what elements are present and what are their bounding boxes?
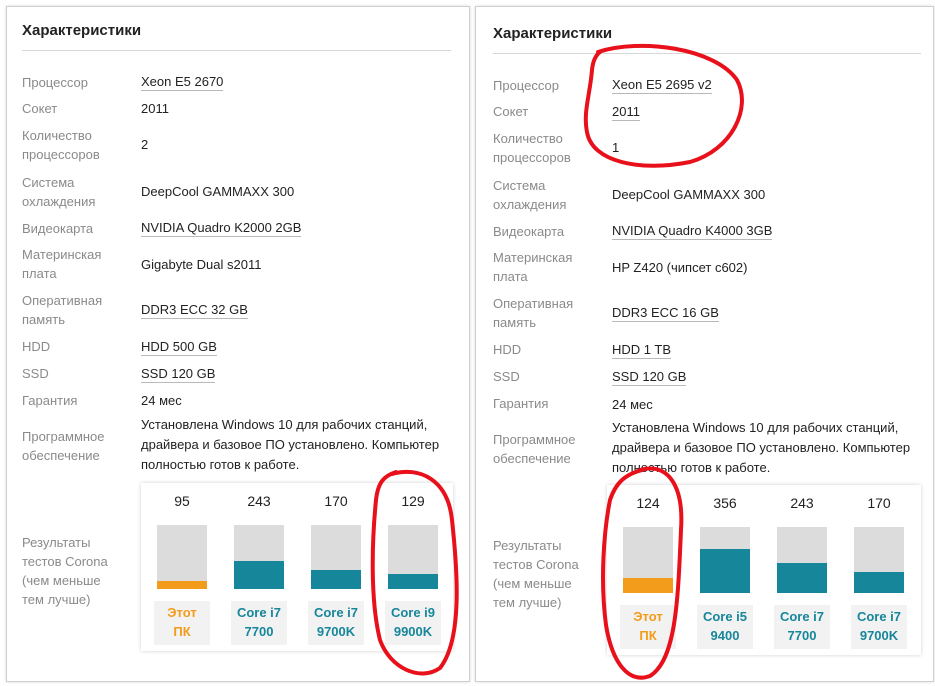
spec-value-link[interactable]: DDR3 ECC 32 GB (141, 302, 248, 319)
spec-value: DeepCool GAMMAXX 300 (141, 184, 295, 199)
spec-value: HP Z420 (чипсет c602) (612, 260, 748, 275)
bar-fill-this-pc (157, 581, 207, 589)
bar-fill (311, 570, 361, 589)
spec-value-link[interactable]: NVIDIA Quadro K2000 2GB (141, 220, 302, 237)
spec-value: Gigabyte Dual s2011 (141, 257, 262, 272)
this-pc-label: Этот ПК (620, 605, 676, 649)
bar-fill (700, 549, 750, 593)
corona-chart: 124 Этот ПК 356 Core i5 9400 243 Core i7 7700… (607, 485, 921, 655)
bar-track (777, 527, 827, 593)
corona-chart: 95 Этот ПК 243 Core i7 7700 170 Core i7 9700K… (141, 483, 453, 651)
spec-value-link[interactable]: SSD 120 GB (612, 369, 687, 386)
bar-track (388, 525, 438, 589)
spec-value-link[interactable]: HDD 1 TB (612, 342, 671, 359)
spec-label: Программное обеспечение (493, 432, 576, 466)
spec-value-link[interactable]: DDR3 ECC 16 GB (612, 305, 719, 322)
left-specs-panel: Характеристики Процессор Xeon E5 2670 Соке… (6, 6, 470, 682)
spec-label: Сокет (493, 104, 529, 119)
cpu-label: Core i7 7700 (231, 601, 287, 645)
spec-value: Установлена Windows 10 для рабочих станц… (612, 420, 911, 475)
spec-value-link[interactable]: Xeon E5 2695 v2 (612, 77, 712, 94)
spec-value-link[interactable]: HDD 500 GB (141, 339, 217, 356)
bar-fill-this-pc (623, 578, 673, 593)
bar-track (311, 525, 361, 589)
spec-label: HDD (22, 339, 51, 354)
spec-label: Сокет (22, 101, 58, 116)
spec-label: Система охлаждения (22, 175, 96, 209)
cpu-label: Core i7 9700K (308, 601, 364, 645)
bar-track (700, 527, 750, 593)
spec-label: Количество процессоров (493, 131, 571, 165)
spec-label: Гарантия (493, 396, 549, 411)
spec-value: 2011 (141, 101, 169, 116)
this-pc-label: Этот ПК (154, 601, 210, 645)
bar-track (157, 525, 207, 589)
cpu-label: Core i5 9400 (697, 605, 753, 649)
bar-track (854, 527, 904, 593)
bar-fill (777, 563, 827, 593)
title-divider (493, 53, 921, 54)
spec-value: 1 (612, 140, 620, 155)
spec-value: 24 мес (612, 397, 653, 412)
title-divider (22, 50, 451, 51)
spec-value: DeepCool GAMMAXX 300 (612, 187, 766, 202)
spec-value-link[interactable]: NVIDIA Quadro K4000 3GB (612, 223, 773, 240)
spec-label: Гарантия (22, 393, 78, 408)
spec-label: Процессор (22, 75, 88, 90)
right-specs-panel: Характеристики Процессор Xeon E5 2695 v2 С… (475, 6, 934, 682)
corona-results-label: Результаты тестов Corona (чем меньше тем… (22, 535, 108, 607)
bar-fill (388, 574, 438, 589)
spec-label: SSD (22, 366, 49, 381)
spec-label: Процессор (493, 78, 559, 93)
spec-value: 24 мес (141, 393, 182, 408)
spec-label: Материнская плата (22, 247, 102, 281)
bar-score: 356 (713, 495, 737, 511)
spec-label: Программное обеспечение (22, 429, 105, 463)
spec-label: SSD (493, 369, 520, 384)
panel-title: Характеристики (22, 22, 142, 39)
bar-fill (854, 572, 904, 593)
cpu-label: Core i9 9900K (385, 601, 441, 645)
bar-fill (234, 561, 284, 589)
spec-value-link[interactable]: Xeon E5 2670 (141, 74, 224, 91)
bar-score: 243 (247, 493, 271, 509)
spec-label: Оперативная память (22, 293, 103, 327)
spec-label: Видеокарта (22, 221, 94, 236)
spec-label: Система охлаждения (493, 178, 567, 212)
bar-track (623, 527, 673, 593)
spec-value: 2 (141, 137, 149, 152)
spec-label: Видеокарта (493, 224, 565, 239)
corona-results-label: Результаты тестов Corona (чем меньше тем… (493, 538, 579, 610)
spec-label: Оперативная память (493, 296, 574, 330)
spec-value: Установлена Windows 10 для рабочих станц… (141, 417, 440, 472)
bar-score: 95 (174, 493, 190, 509)
panel-title: Характеристики (493, 25, 613, 42)
spec-value-link[interactable]: 2011 (612, 104, 640, 121)
bar-score: 243 (790, 495, 814, 511)
spec-label: HDD (493, 342, 522, 357)
spec-label: Количество процессоров (22, 128, 100, 162)
spec-value-link[interactable]: SSD 120 GB (141, 366, 216, 383)
cpu-label: Core i7 9700K (851, 605, 907, 649)
bar-track (234, 525, 284, 589)
cpu-label: Core i7 7700 (774, 605, 830, 649)
bar-score: 170 (867, 495, 891, 511)
bar-score: 170 (324, 493, 348, 509)
spec-label: Материнская плата (493, 250, 573, 284)
bar-score: 124 (636, 495, 660, 511)
bar-score: 129 (401, 493, 425, 509)
